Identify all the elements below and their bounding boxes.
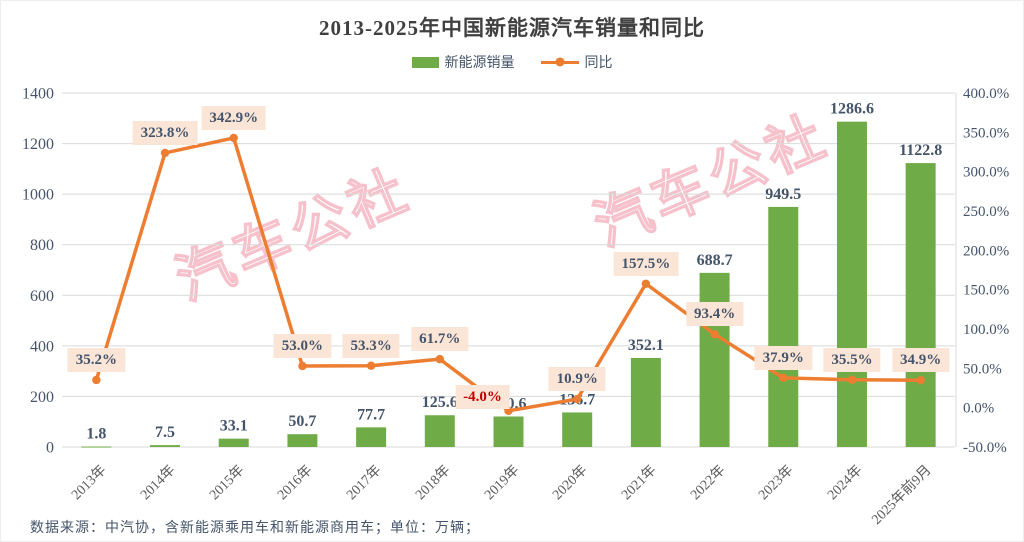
- bar-value-label: 1286.6: [830, 101, 874, 118]
- line-value-label: 93.4%: [685, 302, 744, 327]
- y-axis-tick-left: 1400: [22, 86, 54, 103]
- y-axis-tick-right: 0.0%: [963, 401, 994, 417]
- bar-value-label: 352.1: [628, 337, 664, 354]
- trend-point: [916, 376, 925, 385]
- legend: 新能源销量 同比: [0, 52, 1024, 72]
- trend-point: [298, 361, 307, 371]
- bar-value-label: 949.5: [765, 186, 801, 203]
- y-axis-tick-right: 100.0%: [963, 322, 1009, 338]
- bar: [905, 163, 936, 448]
- bar-value-label: 1.8: [86, 426, 106, 443]
- bar-value-label: 33.1: [220, 418, 248, 435]
- legend-item-sales: 新能源销量: [411, 52, 515, 72]
- bar-value-label: 7.5: [155, 424, 175, 441]
- bar-value-label: 50.7: [288, 413, 316, 430]
- trend-point: [92, 375, 101, 385]
- bar: [356, 427, 387, 447]
- trend-point: [710, 329, 719, 339]
- bar: [836, 121, 867, 447]
- data-source-note: 数据来源：中汽协，含新能源乘用车和新能源商用车；单位：万辆；: [30, 521, 480, 536]
- bar: [493, 416, 524, 447]
- line-value-label: 53.3%: [342, 333, 400, 358]
- line-value-label: 35.5%: [823, 347, 881, 372]
- line-value-label: 323.8%: [132, 120, 198, 145]
- bar: [150, 445, 181, 447]
- trend-point: [160, 148, 170, 158]
- legend-bar-label: 新能源销量: [444, 56, 515, 71]
- line-value-label: 37.9%: [754, 345, 812, 370]
- y-axis-tick-left: 800: [30, 237, 54, 254]
- bar: [562, 412, 593, 447]
- line-value-label: 10.9%: [548, 367, 606, 392]
- y-axis-tick-left: 0: [46, 440, 54, 457]
- y-axis-tick-left: 600: [30, 288, 54, 305]
- bar: [630, 357, 661, 447]
- y-axis-tick-left: 200: [30, 389, 54, 406]
- line-value-label: -4.0%: [455, 384, 510, 409]
- y-axis-tick-left: 1000: [22, 187, 54, 204]
- bar: [768, 206, 799, 447]
- line-value-label: 342.9%: [201, 105, 267, 130]
- legend-line-marker-icon: [540, 57, 579, 67]
- line-value-label: 35.2%: [67, 347, 125, 372]
- line-value-label: 53.0%: [273, 333, 332, 358]
- y-axis-tick-right: 150.0%: [963, 283, 1009, 299]
- y-axis-tick-right: 350.0%: [963, 125, 1009, 141]
- bar: [287, 434, 318, 447]
- trend-point: [572, 394, 582, 404]
- bar: [699, 272, 730, 447]
- bar-value-label: 77.7: [357, 406, 385, 423]
- y-axis-tick-left: 1200: [22, 136, 54, 153]
- trend-point: [366, 361, 376, 370]
- trend-point: [641, 279, 651, 288]
- y-axis-tick-right: 200.0%: [963, 243, 1009, 259]
- y-axis-tick-right: -50.0%: [963, 440, 1007, 456]
- y-axis-tick-right: 250.0%: [963, 204, 1009, 220]
- trend-point: [229, 133, 238, 143]
- line-value-label: 34.9%: [892, 348, 950, 373]
- bar: [81, 446, 112, 448]
- bar: [424, 415, 455, 447]
- y-axis-tick-right: 400.0%: [963, 86, 1009, 102]
- trend-point: [779, 373, 788, 383]
- bar-value-label: 1122.8: [899, 142, 942, 159]
- trend-point: [847, 375, 857, 384]
- line-value-label: 61.7%: [411, 327, 469, 352]
- y-axis-tick-left: 400: [30, 338, 54, 355]
- legend-item-yoy: 同比: [540, 52, 613, 72]
- chart-title: 2013-2025年中国新能源汽车销量和同比: [319, 16, 705, 40]
- legend-line-label: 同比: [584, 56, 613, 71]
- line-value-label: 157.5%: [613, 251, 679, 276]
- bar-value-label: 125.6: [422, 394, 458, 411]
- y-axis-tick-right: 300.0%: [963, 165, 1009, 181]
- trend-point: [435, 354, 445, 364]
- bar: [218, 438, 249, 447]
- legend-bar-swatch-icon: [411, 56, 439, 68]
- bar-value-label: 688.7: [697, 252, 733, 269]
- y-axis-tick-right: 50.0%: [963, 361, 1002, 377]
